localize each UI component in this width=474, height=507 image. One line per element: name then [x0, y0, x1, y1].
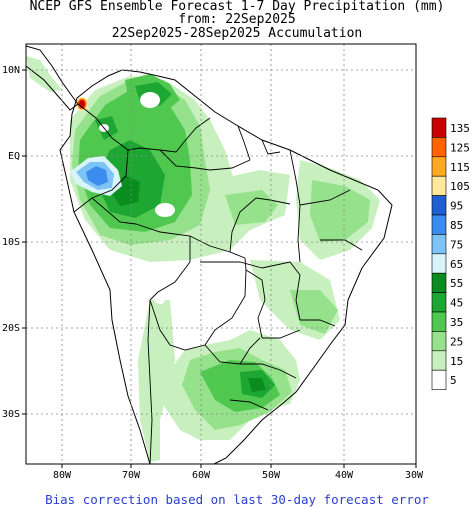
legend-label: 105	[450, 180, 470, 193]
lat-tick-label: 10S	[2, 237, 20, 248]
lon-tick-label: 80W	[53, 470, 72, 481]
map-subtitle-date: from: 22Sep2025	[178, 12, 296, 27]
map-title: NCEP GFS Ensemble Forecast 1-7 Day Preci…	[29, 0, 445, 14]
legend-label: 75	[450, 238, 463, 251]
legend-swatch	[431, 350, 447, 371]
map-frame	[25, 43, 417, 465]
legend-label: 5	[450, 374, 457, 387]
legend-swatch	[431, 195, 447, 216]
lat-tick-label: 30S	[2, 409, 20, 420]
lon-tick-label: 40W	[335, 470, 354, 481]
lat-tick-label: 10N	[2, 65, 20, 76]
legend-label: 125	[450, 141, 470, 154]
graticule	[26, 44, 416, 464]
legend-label: 35	[450, 316, 463, 329]
bias-correction-note: Bias correction based on last 30-day for…	[45, 492, 429, 507]
lon-tick-label: 60W	[192, 470, 211, 481]
legend-swatch	[431, 331, 447, 352]
legend-swatch	[431, 253, 447, 274]
coastline	[59, 69, 393, 464]
legend-label: 55	[450, 277, 463, 290]
lon-tick-label: 70W	[122, 470, 141, 481]
legend-label: 15	[450, 355, 463, 368]
lat-tick-label: 20S	[2, 323, 20, 334]
legend-swatch	[431, 311, 447, 332]
lon-tick-label: 50W	[262, 470, 281, 481]
legend-swatch	[431, 214, 447, 235]
legend-swatch	[431, 292, 447, 313]
lat-tick-label: EQ	[8, 151, 20, 162]
legend-label: 95	[450, 200, 463, 213]
map-subtitle-period: 22Sep2025-28Sep2025 Accumulation	[111, 26, 363, 41]
legend-swatch	[431, 369, 447, 390]
legend-swatch	[431, 234, 447, 255]
legend-swatch	[431, 137, 447, 158]
color-legend: 135 125 115 105 95 85 75 65 55 45 35 25 15 5	[431, 117, 470, 390]
legend-label: 45	[450, 297, 463, 310]
legend-swatch	[431, 272, 447, 293]
legend-label: 115	[450, 161, 470, 174]
axis-ticks	[22, 69, 417, 468]
legend-label: 85	[450, 219, 463, 232]
legend-label: 135	[450, 122, 470, 135]
legend-swatch	[431, 117, 447, 138]
country-borders	[73, 103, 363, 464]
legend-swatch	[431, 175, 447, 196]
legend-swatch	[431, 156, 447, 177]
legend-label: 25	[450, 335, 463, 348]
legend-label: 65	[450, 258, 463, 271]
lon-tick-label: 30W	[405, 470, 424, 481]
